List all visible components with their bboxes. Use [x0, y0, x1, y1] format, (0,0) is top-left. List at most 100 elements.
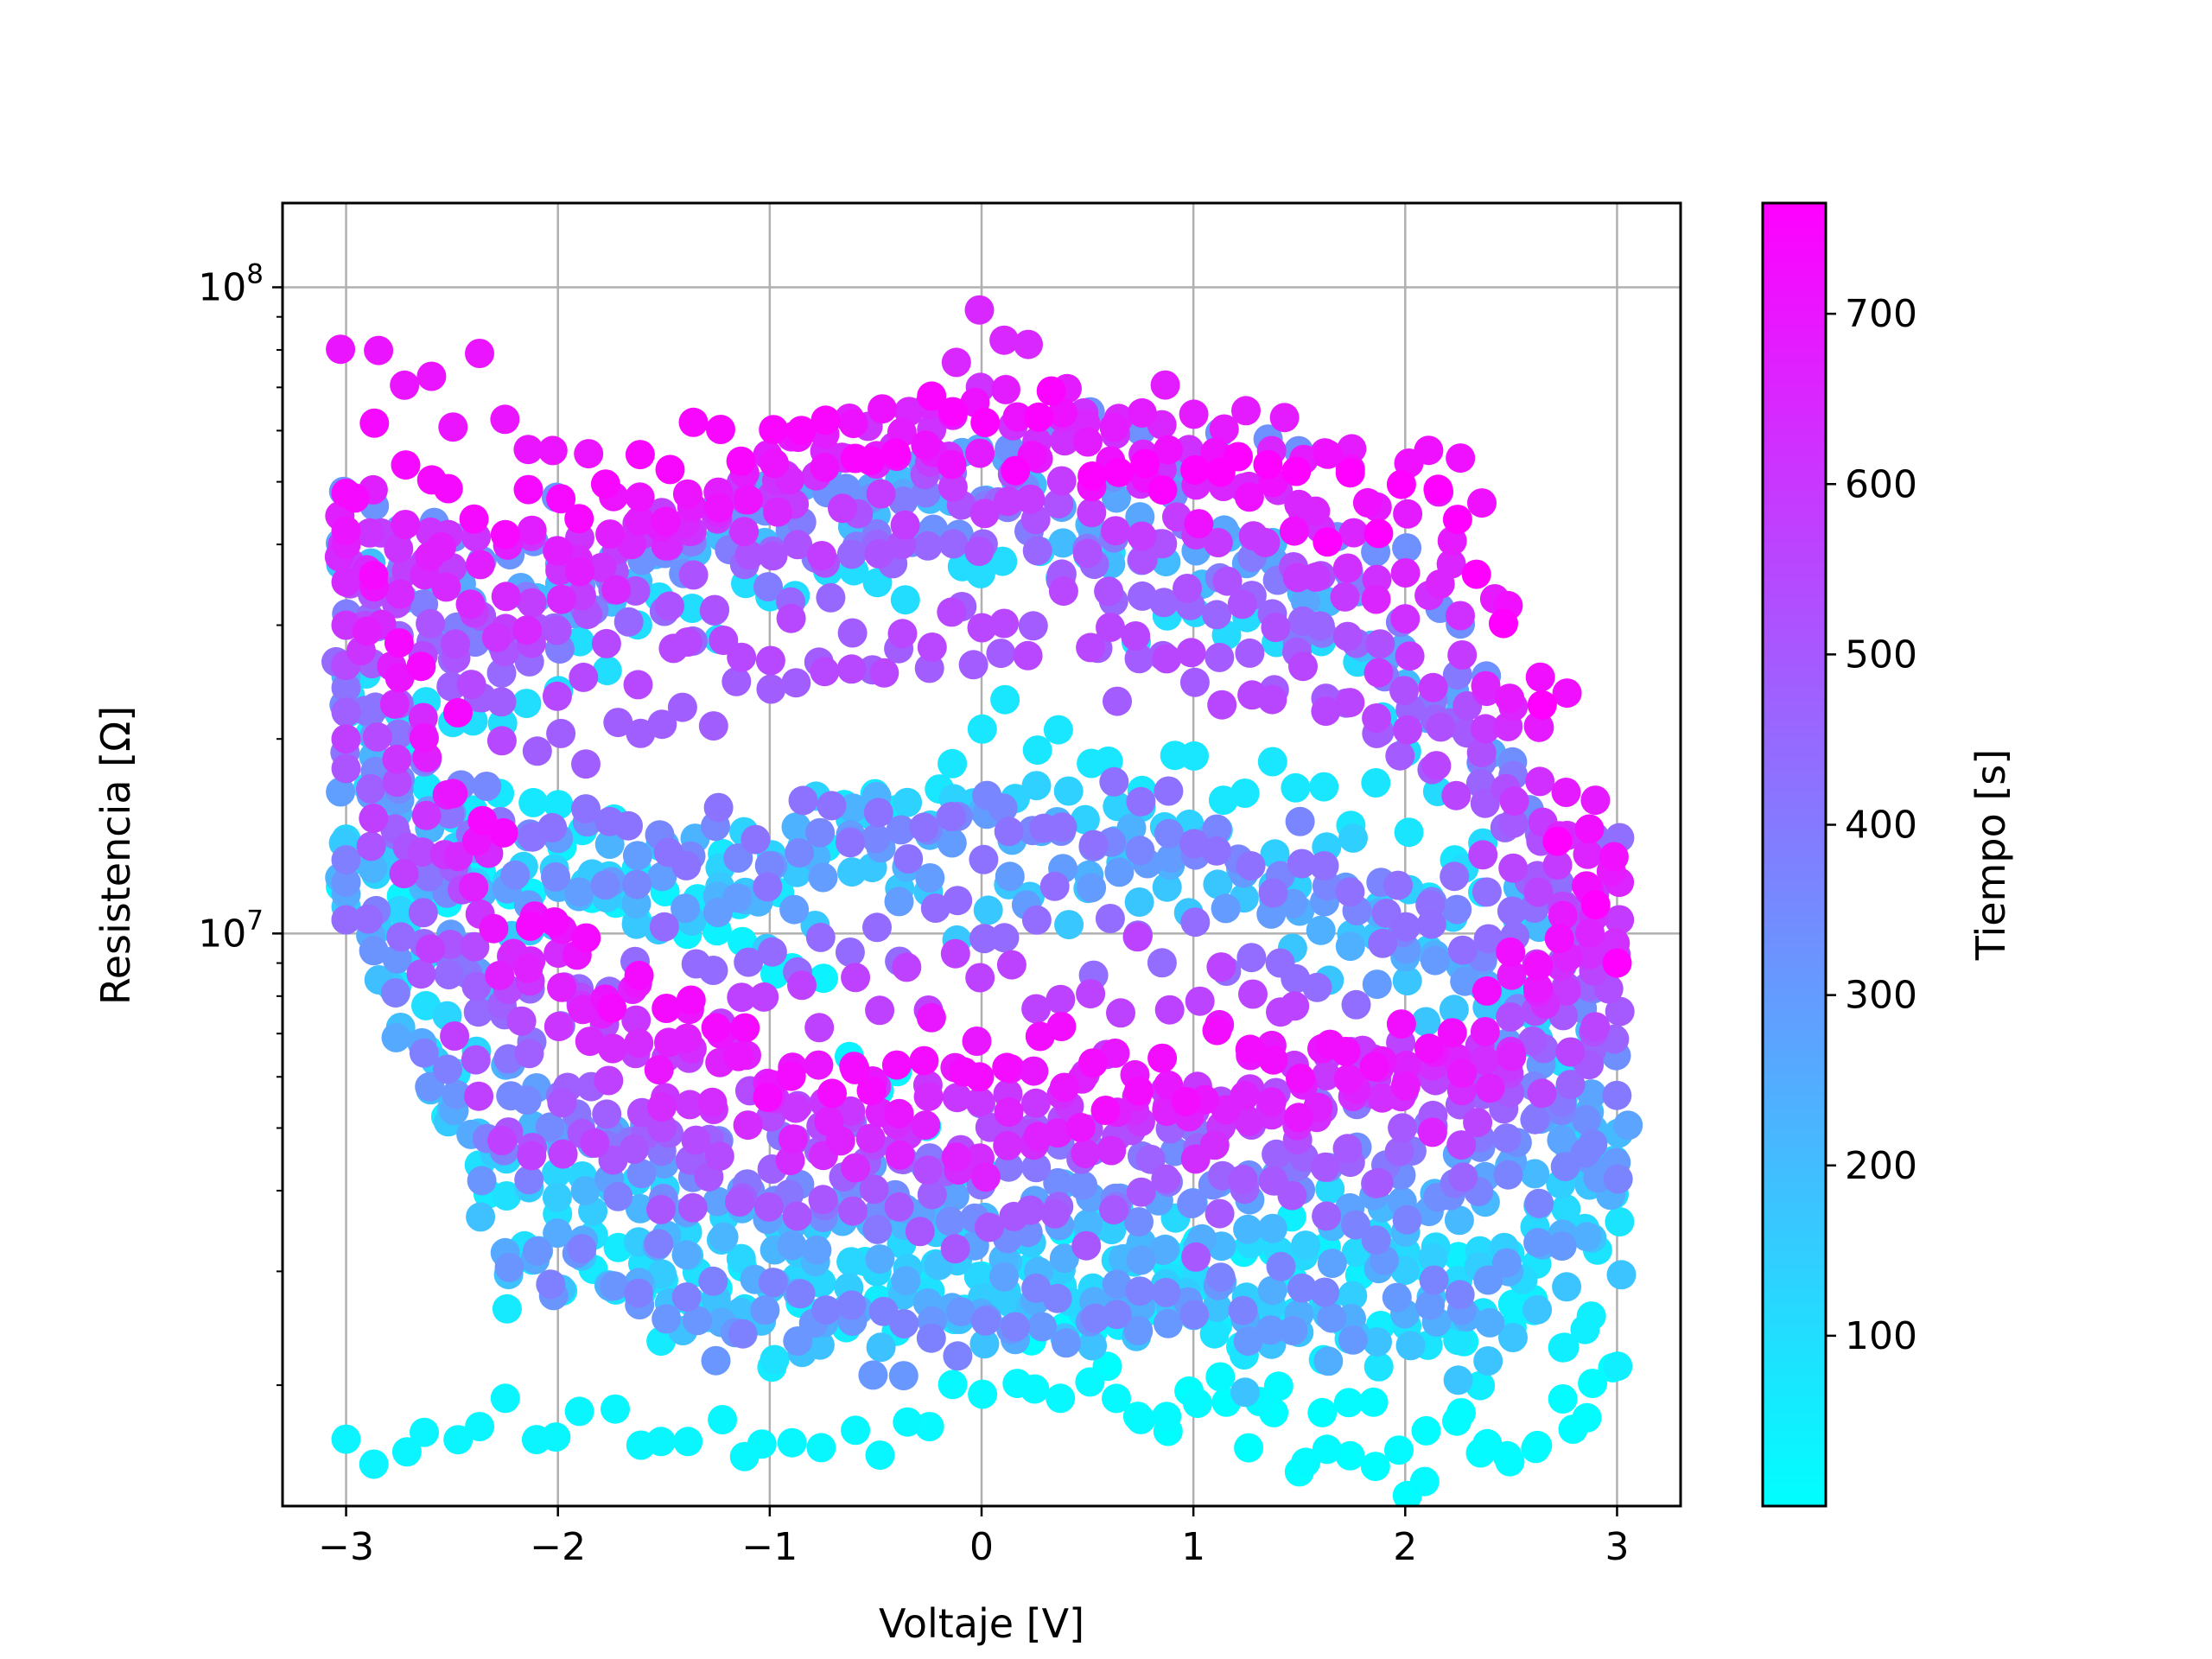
scatter-point	[1095, 904, 1125, 933]
scatter-point	[1090, 1096, 1121, 1125]
scatter-point	[1312, 1201, 1342, 1231]
scatter-point	[698, 711, 728, 741]
scatter-point	[1417, 1117, 1447, 1147]
scatter-point	[443, 1425, 474, 1455]
scatter-point	[749, 982, 779, 1012]
scatter-point	[804, 1050, 834, 1080]
scatter-point	[459, 504, 489, 534]
scatter-point	[915, 863, 945, 893]
scatter-point	[1603, 1351, 1633, 1382]
scatter-point	[1000, 1312, 1030, 1342]
scatter-point	[1517, 1026, 1548, 1056]
scatter-point	[546, 484, 576, 514]
scatter-point	[1278, 1316, 1308, 1345]
scatter-point	[888, 486, 918, 516]
colorbar-label: Tiempo [s]	[1967, 749, 2014, 961]
scatter-point	[909, 1046, 939, 1076]
scatter-point	[1021, 994, 1052, 1024]
scatter-point	[1423, 474, 1453, 505]
scatter-point	[863, 798, 893, 828]
scatter-point	[880, 438, 911, 468]
scatter-point	[726, 446, 756, 476]
scatter-point	[781, 668, 811, 698]
scatter-point	[890, 585, 920, 615]
scatter-point	[1338, 518, 1369, 548]
scatter-point	[1070, 804, 1100, 835]
scatter-point	[1262, 1139, 1292, 1169]
scatter-point	[868, 394, 898, 424]
scatter-point	[753, 1192, 784, 1222]
scatter-point	[943, 1341, 973, 1371]
scatter-point	[917, 632, 947, 662]
scatter-point	[912, 1155, 943, 1185]
scatter-point	[1391, 912, 1421, 942]
scatter-point	[1291, 1230, 1320, 1261]
scatter-point	[542, 615, 572, 645]
scatter-point	[490, 404, 520, 435]
scatter-point	[587, 552, 617, 582]
scatter-point	[385, 579, 415, 609]
scatter-point	[1605, 996, 1635, 1027]
scatter-point	[391, 1437, 422, 1467]
scatter-point	[1106, 998, 1135, 1028]
scatter-point	[433, 1054, 462, 1084]
scatter-point	[624, 960, 654, 990]
scatter-point	[1078, 830, 1109, 860]
scatter-point	[1360, 1452, 1390, 1482]
scatter-point	[677, 594, 708, 623]
scatter-point	[1269, 403, 1300, 433]
scatter-point	[862, 912, 892, 943]
scatter-point	[1317, 1249, 1347, 1279]
scatter-point	[1023, 1122, 1053, 1152]
scatter-point	[1463, 1108, 1493, 1138]
scatter-point	[1571, 1105, 1601, 1135]
scatter-point	[1312, 1434, 1342, 1465]
scatter-point	[1384, 1435, 1414, 1465]
scatter-point	[756, 674, 786, 704]
scatter-point	[1257, 684, 1287, 715]
scatter-point	[677, 1192, 708, 1223]
scatter-point	[1497, 960, 1527, 990]
scatter-point	[1306, 915, 1336, 945]
scatter-point	[1437, 1018, 1467, 1048]
scatter-point	[814, 1107, 844, 1136]
scatter-point	[1363, 1351, 1394, 1382]
scatter-point	[513, 435, 543, 465]
scatter-point	[1603, 1164, 1633, 1194]
scatter-point	[912, 531, 943, 561]
scatter-point	[506, 1006, 537, 1036]
scatter-point	[1205, 1262, 1236, 1293]
scatter-point	[440, 1021, 470, 1051]
scatter-point	[1443, 1325, 1473, 1356]
scatter-point	[1471, 714, 1501, 744]
scatter-point	[356, 774, 385, 804]
scatter-point	[1542, 826, 1573, 856]
scatter-point	[1525, 662, 1555, 692]
scatter-point	[1101, 516, 1131, 546]
scatter-point	[949, 1057, 979, 1087]
scatter-point	[463, 997, 493, 1027]
scatter-point	[535, 1112, 565, 1142]
scatter-point	[521, 1425, 551, 1455]
scatter-point	[750, 1295, 780, 1325]
scatter-point	[542, 1182, 572, 1212]
scatter-point	[1418, 672, 1448, 702]
scatter-point	[1548, 1384, 1578, 1414]
scatter-point	[406, 959, 436, 989]
scatter-point	[786, 416, 817, 446]
scatter-point	[1382, 1282, 1412, 1313]
scatter-point	[865, 995, 895, 1026]
scatter-point	[1547, 1125, 1577, 1155]
scatter-point	[597, 993, 627, 1023]
scatter-point	[964, 537, 995, 566]
scatter-point	[1126, 1177, 1156, 1207]
scatter-point	[1179, 829, 1209, 859]
scatter-point	[962, 1027, 992, 1056]
scatter-point	[1448, 1162, 1478, 1192]
scatter-point	[727, 982, 757, 1013]
scatter-point	[1202, 1015, 1232, 1046]
scatter-point	[1602, 1080, 1632, 1110]
scatter-point	[1361, 768, 1391, 798]
scatter-point	[865, 1440, 895, 1471]
scatter-point	[591, 628, 621, 658]
